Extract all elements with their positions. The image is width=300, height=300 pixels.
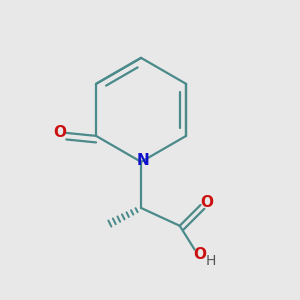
Text: O: O bbox=[53, 125, 66, 140]
Text: N: N bbox=[137, 153, 150, 168]
Text: H: H bbox=[206, 254, 216, 268]
Text: O: O bbox=[201, 195, 214, 210]
Text: O: O bbox=[194, 248, 206, 262]
